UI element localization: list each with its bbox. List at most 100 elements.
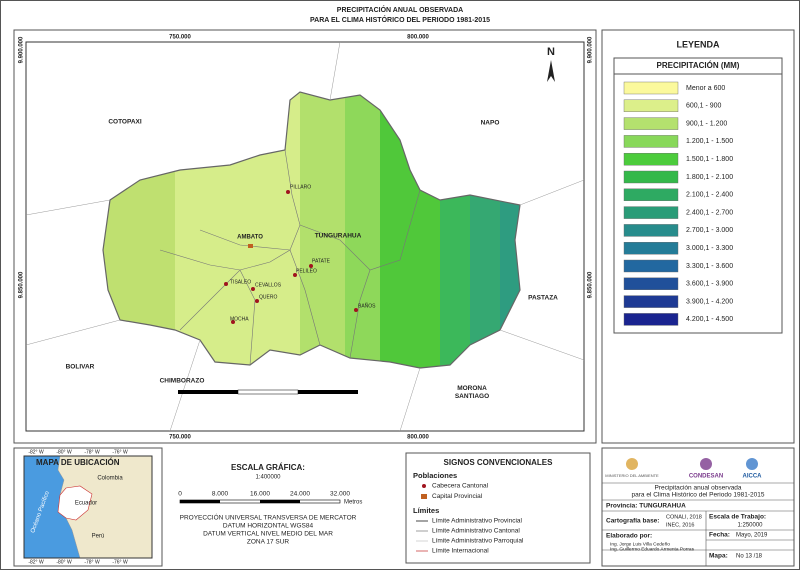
- legend-title: LEYENDA: [676, 39, 720, 49]
- legend-label: 3.000,1 - 3.300: [686, 245, 733, 252]
- title-line: PARA EL CLIMA HISTÓRICO DEL PERIODO 1981…: [310, 15, 490, 24]
- info-value: 1:250000: [737, 523, 763, 529]
- logo-icon: [746, 458, 758, 470]
- longitude-label: -82° W: [28, 449, 44, 455]
- info-description: para el Clima Histórico del Periodo 1981…: [632, 492, 765, 499]
- scale-bar: [178, 390, 238, 394]
- canton-label: BAÑOS: [358, 302, 376, 309]
- scale-bar-graphic: [180, 500, 220, 503]
- sign-label: Límite Administrativo Provincial: [432, 518, 523, 525]
- country-label: Perú: [92, 534, 105, 540]
- longitude-label: -76° W: [112, 449, 128, 455]
- longitude-label: -76° W: [112, 559, 128, 565]
- longitude-label: -82° W: [28, 559, 44, 565]
- info-label: Cartografía base:: [606, 518, 659, 525]
- legend-swatch: [623, 152, 679, 166]
- logo-text: MINISTERIO DEL AMBIENTE: [605, 473, 659, 478]
- scale-ratio: 1:400000: [255, 475, 281, 481]
- province-label: MORONA SANTIAGO: [455, 385, 489, 400]
- sign-label: Capital Provincial: [432, 493, 483, 500]
- ecuador-outline: [57, 485, 93, 521]
- scale-tick-label: 16.000: [250, 491, 270, 498]
- logo-icon: [700, 458, 712, 470]
- canton-seat: [255, 299, 259, 303]
- title-line: PRECIPITACIÓN ANUAL OBSERVADA: [337, 5, 463, 14]
- canton-label: PATATE: [312, 258, 331, 264]
- longitude-label: -80° W: [56, 449, 72, 455]
- capital-symbol: [421, 494, 427, 499]
- province-label: TUNGURAHUA: [315, 233, 362, 240]
- canton-seat: [293, 273, 297, 277]
- legend-label: 1.200,1 - 1.500: [686, 138, 733, 145]
- scale-tick-label: 32.000: [330, 491, 350, 498]
- legend-swatch: [623, 117, 679, 130]
- canton-label: CEVALLOS: [255, 282, 282, 288]
- projection-line: PROYECCIÓN UNIVERSAL TRANSVERSA DE MERCA…: [180, 513, 357, 522]
- canton-seat: [231, 320, 235, 324]
- canton-symbol: [422, 484, 426, 488]
- outside-limits: [25, 41, 585, 432]
- legend-swatch: [623, 206, 679, 219]
- logo-text: CONDESAN: [689, 474, 723, 480]
- province-label: NAPO: [481, 120, 500, 127]
- scale-unit: Metros: [344, 500, 362, 506]
- legend-swatch: [623, 135, 679, 148]
- info-label: Escala de Trabajo:: [709, 514, 766, 521]
- x-coordinate: 750.000: [169, 435, 191, 441]
- legend-swatch: [623, 313, 679, 326]
- info-label: Fecha:: [709, 532, 730, 539]
- legend-swatch: [623, 241, 679, 255]
- canton-limits: [159, 149, 421, 366]
- legend-swatch: [623, 224, 679, 237]
- x-coordinate: 800.000: [407, 35, 429, 41]
- canton-seat: [251, 287, 255, 291]
- longitude-label: -80° W: [56, 559, 72, 565]
- legend-label: 900,1 - 1.200: [686, 120, 727, 127]
- projection-line: DATUM VERTICAL NIVEL MEDIO DEL MAR: [203, 531, 333, 538]
- legend-swatch: [623, 188, 679, 202]
- scale-bar-graphic: [260, 500, 300, 503]
- legend-label: 2.700,1 - 3.000: [686, 227, 733, 234]
- legend-label: 2.100,1 - 2.400: [686, 192, 733, 199]
- info-description: Precipitación anual observada: [654, 485, 741, 492]
- legend-label: 1.800,1 - 2.100: [686, 174, 733, 181]
- y-coordinate: 9.850.000: [588, 271, 594, 298]
- projection-line: ZONA 17 SUR: [247, 539, 290, 546]
- north-arrow: [547, 60, 555, 82]
- legend-swatch: [623, 170, 679, 184]
- canton-seat: [224, 282, 228, 286]
- scale-bar: [237, 389, 299, 395]
- sign-label: Límite Internacional: [432, 548, 489, 555]
- canton-seat: [309, 264, 313, 268]
- legend-swatch: [623, 81, 679, 95]
- info-value: CONALI, 2018: [666, 514, 702, 520]
- y-coordinate: 9.850.000: [19, 271, 25, 298]
- info-value: INEC, 2016: [666, 522, 694, 528]
- province-label: PASTAZA: [528, 295, 558, 302]
- signs-panel: [405, 452, 591, 564]
- legend-subtitle: PRECIPITACIÓN (MM): [657, 61, 740, 70]
- canton-label: TISALEO: [230, 279, 251, 285]
- info-label: Mapa:: [709, 553, 728, 560]
- scale-tick-label: 24.000: [290, 491, 310, 498]
- y-coordinate: 9.900.000: [19, 36, 25, 63]
- y-coordinate: 9.900.000: [588, 36, 594, 63]
- longitude-label: -78° W: [84, 559, 100, 565]
- canton-label: PELILEO: [296, 268, 317, 274]
- info-province: Provincia: TUNGURAHUA: [606, 503, 686, 510]
- sign-label: Límite Administrativo Parroquial: [432, 538, 524, 545]
- canton-label: MOCHA: [230, 316, 249, 322]
- info-label: Elaborado por:: [606, 533, 652, 540]
- canton-seat: [286, 190, 290, 194]
- country-label: Colombia: [97, 476, 123, 482]
- location-title: MAPA DE UBICACIÓN: [36, 458, 120, 467]
- legend-label: 2.400,1 - 2.700: [686, 209, 733, 216]
- scale-bar: [298, 390, 358, 394]
- legend-label: 3.600,1 - 3.900: [686, 281, 733, 288]
- signs-section: Poblaciones: [413, 471, 457, 480]
- info-value: Mayo, 2019: [736, 533, 768, 539]
- legend-box: [613, 57, 783, 334]
- scale-tick-label: 0: [178, 491, 182, 498]
- info-author: Ing. Guillermo Eduardo Armenta Porras: [610, 546, 695, 552]
- legend-swatch: [623, 295, 679, 308]
